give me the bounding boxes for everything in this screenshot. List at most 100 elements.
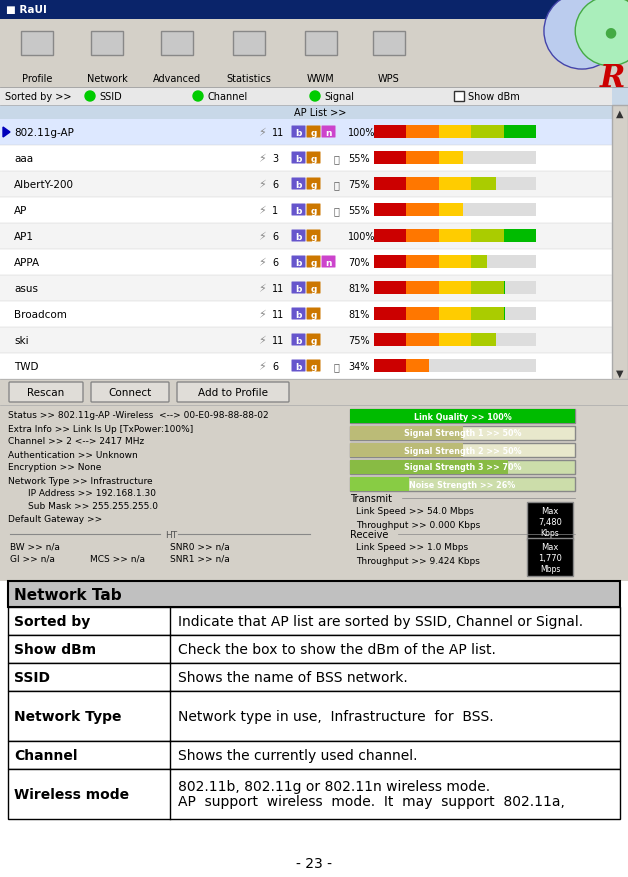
Text: Encryption >> None: Encryption >> None bbox=[8, 463, 101, 472]
Text: Channel >> 2 <--> 2417 MHz: Channel >> 2 <--> 2417 MHz bbox=[8, 437, 144, 446]
Text: Connect: Connect bbox=[109, 388, 151, 397]
Text: Noise Strength >> 26%: Noise Strength >> 26% bbox=[409, 480, 516, 489]
Bar bbox=[471, 282, 504, 294]
Text: g: g bbox=[310, 258, 317, 267]
Bar bbox=[350, 444, 462, 458]
Text: 55%: 55% bbox=[348, 206, 370, 216]
Text: Shows the currently used channel.: Shows the currently used channel. bbox=[178, 748, 418, 762]
Text: Network: Network bbox=[87, 74, 127, 84]
Bar bbox=[8, 769, 620, 819]
Text: Authentication >> Unknown: Authentication >> Unknown bbox=[8, 450, 138, 459]
Bar bbox=[0, 224, 612, 250]
Bar bbox=[374, 359, 406, 372]
Bar bbox=[350, 477, 408, 491]
Bar bbox=[350, 444, 575, 458]
Bar bbox=[0, 302, 612, 328]
Text: AP  support  wireless  mode.  It  may  support  802.11a,: AP support wireless mode. It may support… bbox=[178, 795, 565, 809]
FancyBboxPatch shape bbox=[306, 204, 320, 217]
FancyBboxPatch shape bbox=[306, 360, 320, 372]
Bar bbox=[406, 359, 429, 372]
Text: Indicate that AP list are sorted by SSID, Channel or Signal.: Indicate that AP list are sorted by SSID… bbox=[178, 614, 583, 628]
FancyBboxPatch shape bbox=[291, 360, 305, 372]
Bar bbox=[350, 426, 462, 440]
Bar bbox=[21, 32, 53, 56]
Text: 11: 11 bbox=[272, 283, 284, 294]
Text: ●: ● bbox=[604, 25, 616, 39]
FancyBboxPatch shape bbox=[291, 153, 305, 164]
Text: Mbps: Mbps bbox=[540, 565, 560, 574]
Text: g: g bbox=[310, 362, 317, 371]
FancyBboxPatch shape bbox=[9, 382, 83, 403]
Bar bbox=[373, 32, 405, 56]
Text: SNR0 >> n/a: SNR0 >> n/a bbox=[170, 542, 230, 551]
Text: Receive: Receive bbox=[350, 530, 388, 539]
FancyBboxPatch shape bbox=[291, 178, 305, 190]
Text: b: b bbox=[295, 258, 301, 267]
Text: Signal Strength 2 >> 50%: Signal Strength 2 >> 50% bbox=[404, 446, 521, 455]
Bar bbox=[8, 663, 620, 691]
Text: 100%: 100% bbox=[348, 232, 376, 242]
Text: ⚡: ⚡ bbox=[258, 180, 266, 189]
Text: IP Address >> 192.168.1.30: IP Address >> 192.168.1.30 bbox=[28, 489, 156, 498]
Bar bbox=[471, 255, 487, 268]
Text: SSID: SSID bbox=[14, 670, 50, 684]
Text: 6: 6 bbox=[272, 180, 278, 189]
Bar bbox=[305, 32, 337, 56]
Text: Profile: Profile bbox=[22, 74, 52, 84]
Text: 1,770: 1,770 bbox=[538, 554, 562, 563]
Bar bbox=[0, 0, 628, 20]
Bar bbox=[439, 282, 471, 294]
Text: AP List >>: AP List >> bbox=[294, 108, 347, 118]
Bar bbox=[612, 106, 628, 380]
Bar bbox=[367, 28, 411, 60]
Text: Status >> 802.11g-AP -Wireless  <--> 00-E0-98-88-88-02: Status >> 802.11g-AP -Wireless <--> 00-E… bbox=[8, 411, 269, 420]
FancyBboxPatch shape bbox=[306, 282, 320, 294]
Text: 70%: 70% bbox=[348, 258, 369, 267]
Text: Sorted by >>: Sorted by >> bbox=[5, 92, 72, 102]
Text: AP1: AP1 bbox=[14, 232, 34, 242]
Text: Max: Max bbox=[541, 506, 559, 515]
Text: b: b bbox=[295, 206, 301, 215]
Bar bbox=[471, 125, 504, 139]
Bar bbox=[374, 152, 536, 164]
Bar bbox=[0, 146, 612, 172]
Text: g: g bbox=[310, 154, 317, 163]
Bar bbox=[439, 203, 463, 217]
Text: 6: 6 bbox=[272, 258, 278, 267]
Text: AP: AP bbox=[14, 206, 28, 216]
FancyBboxPatch shape bbox=[306, 231, 320, 242]
Bar bbox=[91, 32, 123, 56]
FancyBboxPatch shape bbox=[291, 256, 305, 268]
Bar bbox=[233, 32, 265, 56]
Text: 75%: 75% bbox=[348, 180, 370, 189]
Bar bbox=[374, 125, 406, 139]
Bar bbox=[350, 426, 575, 440]
Text: SSID: SSID bbox=[99, 92, 122, 102]
Bar bbox=[374, 359, 536, 372]
Text: aaa: aaa bbox=[14, 153, 33, 164]
Bar bbox=[374, 203, 406, 217]
Bar bbox=[374, 177, 536, 190]
FancyBboxPatch shape bbox=[306, 256, 320, 268]
Text: Add to Profile: Add to Profile bbox=[198, 388, 268, 397]
Bar bbox=[0, 20, 628, 88]
Circle shape bbox=[85, 92, 95, 102]
Text: APPA: APPA bbox=[14, 258, 40, 267]
Bar bbox=[454, 92, 464, 102]
Bar bbox=[608, 0, 628, 20]
Text: Statistics: Statistics bbox=[227, 74, 271, 84]
Text: g: g bbox=[310, 284, 317, 293]
Text: 6: 6 bbox=[272, 361, 278, 372]
Text: b: b bbox=[295, 128, 301, 138]
Bar bbox=[374, 177, 406, 190]
FancyBboxPatch shape bbox=[322, 256, 335, 268]
Bar bbox=[0, 328, 612, 353]
Text: Link Speed >> 54.0 Mbps: Link Speed >> 54.0 Mbps bbox=[356, 507, 474, 516]
Text: Show dBm: Show dBm bbox=[468, 92, 520, 102]
FancyBboxPatch shape bbox=[291, 334, 305, 346]
Text: ▲: ▲ bbox=[616, 109, 624, 119]
Text: ⚡: ⚡ bbox=[258, 128, 266, 138]
Bar bbox=[527, 503, 573, 540]
FancyBboxPatch shape bbox=[306, 334, 320, 346]
Text: 55%: 55% bbox=[348, 153, 370, 164]
